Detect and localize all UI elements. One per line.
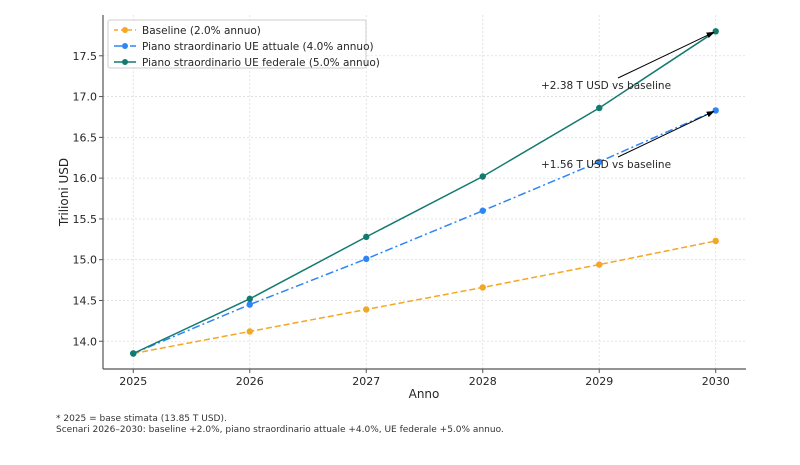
y-tick-label: 17.0 [73, 91, 98, 104]
data-point [246, 301, 253, 308]
x-tick-label: 2025 [119, 375, 147, 388]
annotation-arrow [617, 110, 715, 158]
legend-label: Piano straordinario UE federale (5.0% an… [142, 57, 380, 69]
axes: 14.0 14.5 15.0 15.5 16.0 16.5 17.0 17.5 2025 2026… [73, 15, 746, 388]
series-line-1 [132, 109, 717, 355]
annotation-attuale: +1.56 T USD vs baseline [541, 159, 671, 171]
x-tick-label: 2027 [352, 375, 380, 388]
data-point [479, 173, 486, 180]
y-tick-label: 16.0 [73, 172, 98, 185]
x-axis-label: Anno [409, 387, 440, 401]
footnote-line-2: Scenari 2026–2030: baseline +2.0%, piano… [56, 425, 504, 435]
series-group [130, 28, 719, 357]
y-tick-label: 15.5 [73, 213, 98, 226]
y-tick-label: 17.5 [73, 50, 98, 63]
y-tick-label: 14.0 [73, 335, 98, 348]
y-tick-label: 15.0 [73, 254, 98, 267]
series-line-2 [132, 30, 717, 355]
data-point [479, 207, 486, 214]
data-point [246, 328, 253, 335]
data-point [712, 237, 719, 245]
data-point [712, 28, 719, 35]
series-line-0 [133, 240, 716, 355]
x-tick-label: 2030 [702, 375, 730, 388]
data-point [130, 350, 137, 357]
data-point [363, 255, 370, 263]
legend-label: Piano straordinario UE attuale (4.0% ann… [142, 41, 374, 53]
data-point [596, 104, 603, 112]
annotation-arrow [617, 31, 715, 79]
legend-swatch-marker [122, 59, 128, 65]
data-point [596, 261, 603, 268]
legend-swatch-marker [122, 27, 128, 33]
x-tick-label: 2028 [469, 375, 497, 388]
legend-label: Baseline (2.0% annuo) [142, 25, 261, 37]
y-tick-label: 16.5 [73, 131, 98, 144]
y-axis-label: Trilioni USD [57, 158, 71, 227]
footnote-line-1: * 2025 = base stimata (13.85 T USD). [56, 414, 227, 424]
x-tick-label: 2026 [236, 375, 264, 388]
grid [103, 15, 746, 369]
annotations: +2.38 T USD vs baseline +1.56 T USD vs b… [541, 31, 715, 171]
data-point [246, 295, 253, 303]
y-tick-label: 14.5 [73, 294, 98, 307]
data-point [479, 284, 486, 291]
data-point [363, 233, 370, 241]
annotation-federal: +2.38 T USD vs baseline [541, 80, 671, 92]
x-tick-label: 2029 [585, 375, 613, 388]
data-point [712, 107, 719, 114]
legend: Baseline (2.0% annuo) Piano straordinario… [107, 19, 380, 69]
data-point [363, 306, 370, 313]
legend-swatch-marker [122, 43, 128, 49]
data-point [596, 158, 603, 166]
